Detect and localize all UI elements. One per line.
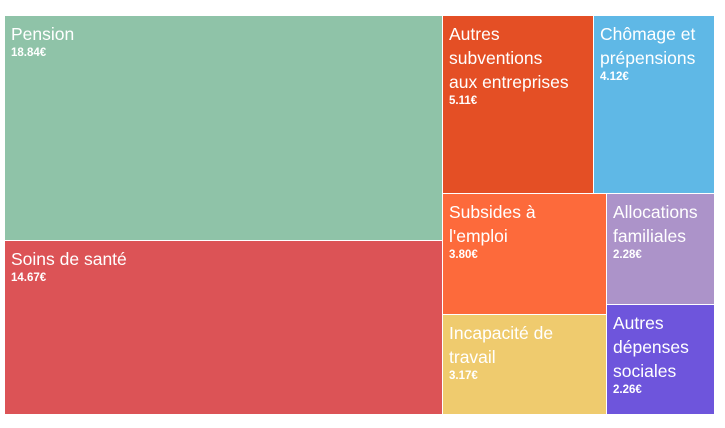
tile-chomage-et-prepensions: Chômage et prépensions 4.12€	[594, 16, 715, 194]
tile-pension: Pension 18.84€	[5, 16, 443, 241]
tile-value: 4.12€	[600, 71, 629, 83]
tile-subsides-a-l-emploi: Subsides à l'emploi 3.80€	[443, 194, 607, 315]
tile-value: 3.80€	[449, 249, 478, 261]
tile-value: 14.67€	[11, 272, 47, 284]
tile-label: Autres subventions aux entreprises	[449, 24, 569, 92]
tile-autres-depenses-sociales: Autres dépenses sociales 2.26€	[607, 305, 715, 415]
tile-value: 2.28€	[613, 249, 642, 261]
tile-value: 2.26€	[613, 384, 642, 396]
tile-label: Chômage et prépensions	[600, 24, 696, 68]
tile-label: Subsides à l'emploi	[449, 202, 536, 246]
tile-value: 18.84€	[11, 47, 47, 59]
tile-incapacite-de-travail: Incapacité de travail 3.17€	[443, 315, 607, 415]
tile-value: 3.17€	[449, 370, 478, 382]
tile-label: Incapacité de travail	[449, 323, 554, 367]
tile-label: Pension	[11, 24, 75, 44]
tile-value: 5.11€	[449, 95, 478, 107]
tile-label: Soins de santé	[11, 249, 127, 269]
tile-autres-subventions-aux-entreprises: Autres subventions aux entreprises 5.11€	[443, 16, 594, 194]
tile-allocations-familiales: Allocations familiales 2.28€	[607, 194, 715, 305]
tile-soins-de-sante: Soins de santé 14.67€	[5, 241, 443, 415]
tile-label: Allocations familiales	[613, 202, 698, 246]
tile-label: Autres dépenses sociales	[613, 313, 689, 381]
